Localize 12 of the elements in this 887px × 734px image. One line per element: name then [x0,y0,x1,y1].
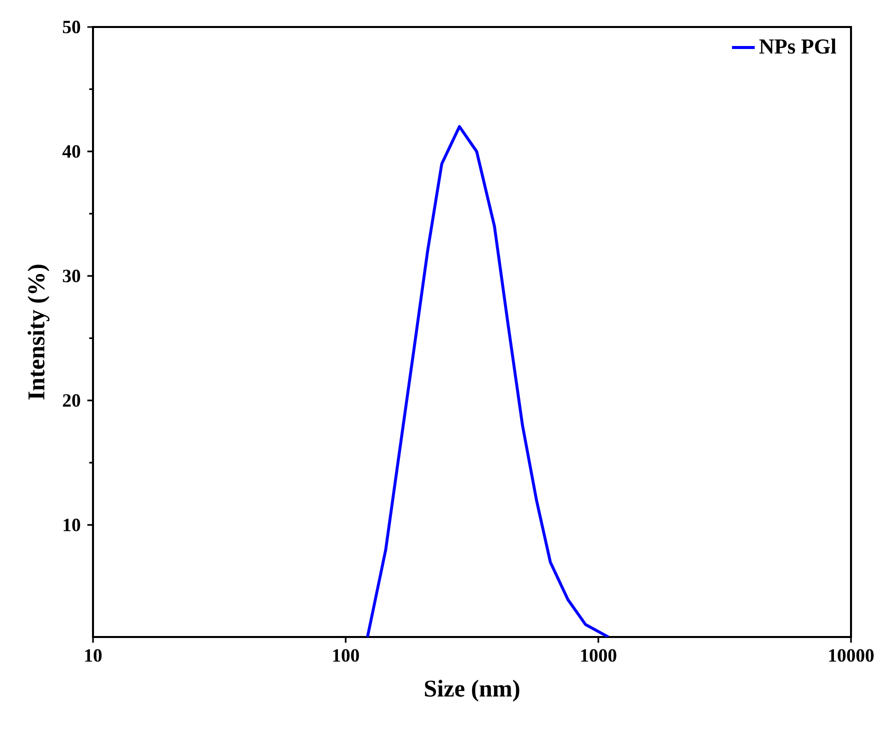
x-axis-title: Size (nm) [424,680,520,702]
x-tick-label: 1000 [581,649,616,662]
y-tick-label: 40 [62,145,80,158]
y-tick-label: 50 [62,20,80,34]
x-tick-label: 10000 [829,649,874,662]
y-axis-title: Intensity (%) [28,264,50,400]
y-tick-label: 20 [62,394,80,407]
x-tick-label: 100 [333,649,359,662]
x-tick-label: 10 [85,649,102,662]
legend-label: NPs PGl [759,38,836,54]
y-tick-label: 10 [64,518,80,532]
y-tick-label: 30 [62,270,80,282]
